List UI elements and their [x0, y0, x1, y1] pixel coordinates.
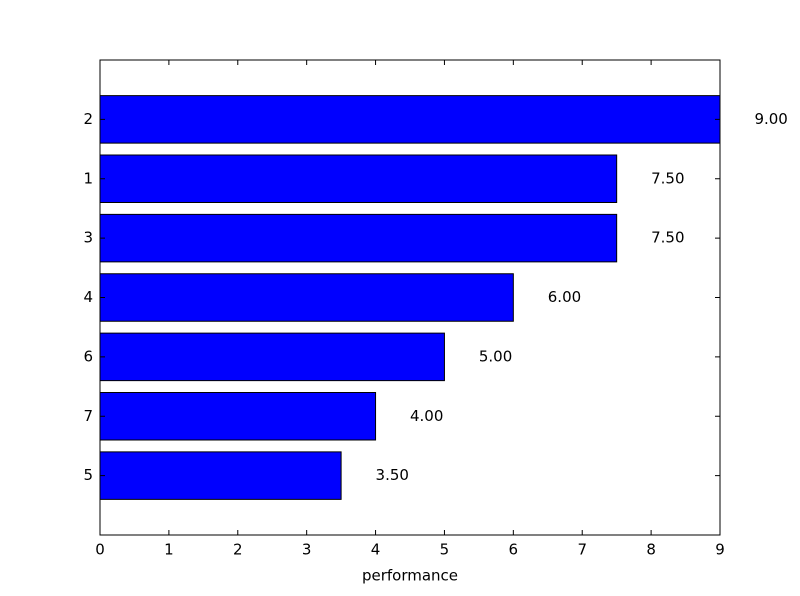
bar [99, 154, 618, 203]
y-tick-label: 1 [83, 169, 93, 187]
y-tick-label: 2 [83, 110, 93, 128]
value-label: 7.50 [651, 169, 684, 187]
bar [99, 392, 377, 441]
x-tick-label: 9 [715, 541, 725, 559]
x-tick-label: 7 [577, 541, 587, 559]
value-label: 5.00 [479, 347, 512, 365]
y-tick-label: 5 [83, 466, 93, 484]
x-tick-label: 6 [509, 541, 519, 559]
plot-frame [99, 59, 721, 536]
x-axis-label: performance [362, 567, 458, 585]
value-label: 6.00 [548, 288, 581, 306]
y-tick-label: 3 [83, 229, 93, 247]
value-label: 4.00 [410, 407, 443, 425]
x-tick-label: 1 [164, 541, 174, 559]
x-tick-label: 3 [302, 541, 312, 559]
bar [99, 332, 445, 382]
y-tick-label: 7 [83, 407, 93, 425]
value-label: 9.00 [754, 110, 787, 128]
x-tick-label: 2 [233, 541, 243, 559]
bar [99, 213, 618, 263]
bar [99, 451, 342, 500]
value-label: 3.50 [376, 466, 409, 484]
x-tick-label: 8 [646, 541, 656, 559]
y-tick-label: 4 [83, 288, 93, 306]
y-tick-label: 6 [83, 347, 93, 365]
bar [99, 95, 721, 144]
x-tick-label: 4 [371, 541, 381, 559]
x-tick-label: 5 [440, 541, 450, 559]
bar [99, 273, 514, 322]
x-tick-label: 0 [95, 541, 105, 559]
value-label: 7.50 [651, 229, 684, 247]
